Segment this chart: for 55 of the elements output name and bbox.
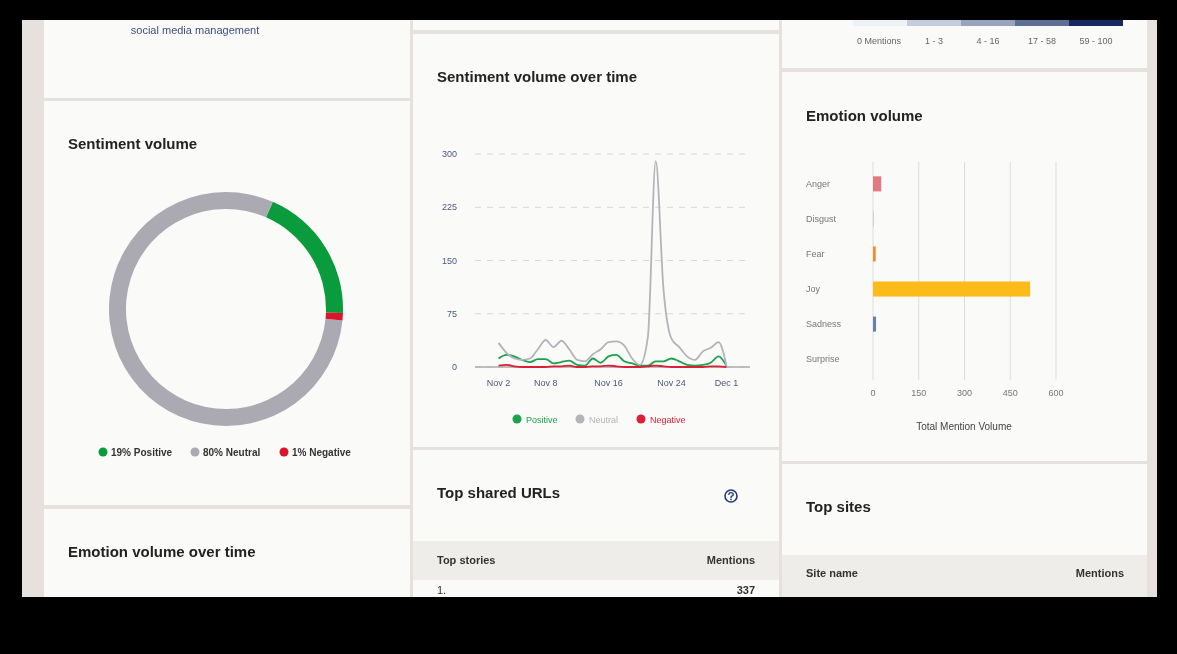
text: social media management: [130, 24, 260, 36]
legend-label: 80% Neutral: [203, 447, 261, 458]
bar: [873, 176, 882, 192]
text: 0 Mentions: [856, 36, 902, 46]
donut-slice: [325, 312, 343, 321]
y-tick-label: Joy: [806, 284, 821, 295]
y-tick-label: 150: [441, 255, 457, 266]
legend-label: Neutral: [589, 414, 619, 425]
legend-label: Negative: [650, 414, 686, 425]
line-series: [497, 354, 728, 367]
x-tick-label: 450: [1002, 388, 1018, 398]
y-tick-label: Anger: [806, 178, 831, 189]
text: Site name: [806, 567, 858, 579]
x-tick-label: Nov 16: [594, 378, 623, 388]
chart-title: Sentiment volume: [68, 135, 198, 152]
legend-label: Positive: [526, 414, 558, 425]
y-tick-label: 225: [441, 202, 457, 213]
y-tick-label: 75: [446, 308, 457, 319]
text: Top sites: [806, 498, 871, 515]
x-axis-title: Total Mention Volume: [916, 421, 1013, 432]
x-tick-label: 600: [1048, 388, 1064, 398]
legend-label: 19% Positive: [111, 447, 173, 458]
y-tick-label: Surprise: [806, 354, 840, 365]
text: Mentions: [706, 554, 755, 566]
x-tick-label: 150: [911, 388, 927, 398]
x-tick-label: Nov 2: [486, 378, 511, 388]
x-tick-label: Nov 8: [533, 378, 558, 388]
text: 17 - 58: [1027, 36, 1057, 46]
y-tick-label: Fear: [806, 248, 825, 259]
text: 59 - 100: [1079, 36, 1113, 46]
text: 1 - 3: [924, 36, 944, 46]
x-tick-label: Dec 1: [714, 378, 739, 388]
y-tick-label: Sadness: [806, 319, 842, 330]
x-tick-label: 300: [956, 388, 973, 398]
line-series: [497, 160, 728, 367]
chart-title: Emotion volume: [806, 107, 923, 124]
text: Top shared URLs: [437, 484, 561, 501]
x-tick-label: 0: [870, 388, 876, 398]
donut-slice: [266, 201, 343, 314]
y-tick-label: 300: [441, 149, 457, 159]
text: Mentions: [1075, 567, 1124, 579]
donut-slice: [109, 192, 343, 426]
text: 4 - 16: [976, 36, 1000, 46]
legend-label: 1% Negative: [292, 447, 352, 458]
y-tick-label: Disgust: [806, 213, 837, 224]
y-tick-label: 0: [451, 362, 457, 372]
text: 1.: [437, 584, 447, 596]
text: Emotion volume over time: [68, 543, 256, 560]
chart-title: Sentiment volume over time: [437, 68, 638, 85]
bar: [873, 281, 1031, 297]
text: 337: [736, 584, 755, 596]
bar: [873, 246, 876, 262]
text: Top stories: [437, 554, 496, 566]
x-tick-label: Nov 24: [657, 378, 686, 388]
bar: [873, 316, 877, 332]
